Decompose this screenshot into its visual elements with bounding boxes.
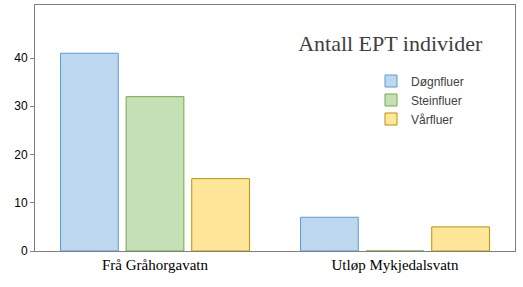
svg-text:Antall EPT individer: Antall EPT individer [298,31,483,56]
svg-text:10: 10 [14,196,28,210]
svg-text:0: 0 [21,244,28,258]
svg-text:Frå Gråhorgavatn: Frå Gråhorgavatn [102,257,208,273]
svg-text:Døgnfluer: Døgnfluer [411,75,464,89]
svg-text:Vårfluer: Vårfluer [411,113,453,127]
svg-text:40: 40 [14,51,28,65]
svg-text:Utløp Mykjedalsvatn: Utløp Mykjedalsvatn [331,257,459,273]
svg-text:30: 30 [14,99,28,113]
svg-text:Steinfluer: Steinfluer [411,94,462,108]
svg-text:20: 20 [14,148,28,162]
